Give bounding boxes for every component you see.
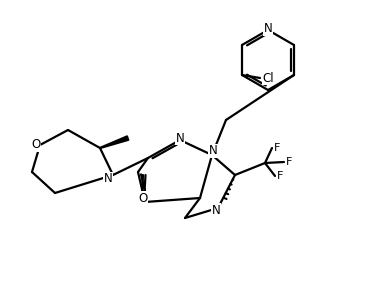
Text: F: F: [286, 157, 292, 167]
Text: Cl: Cl: [262, 72, 274, 85]
Text: N: N: [212, 204, 220, 217]
Text: O: O: [138, 191, 147, 204]
Text: F: F: [274, 143, 280, 153]
Text: N: N: [104, 173, 112, 186]
Text: F: F: [277, 171, 283, 181]
Polygon shape: [100, 136, 129, 148]
Text: N: N: [176, 131, 184, 144]
Text: N: N: [209, 144, 217, 158]
Text: O: O: [31, 138, 41, 151]
Text: N: N: [264, 23, 272, 36]
